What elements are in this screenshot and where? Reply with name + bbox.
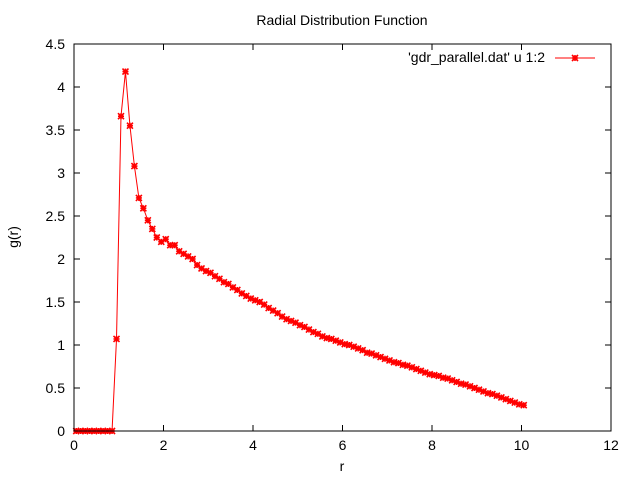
x-axis-label: r bbox=[340, 458, 345, 474]
data-point bbox=[189, 255, 197, 263]
data-point bbox=[171, 241, 179, 249]
data-point bbox=[135, 194, 143, 202]
data-point bbox=[144, 216, 152, 224]
y-tick-label: 0 bbox=[57, 423, 65, 439]
y-tick-label: 1 bbox=[57, 337, 65, 353]
data-point bbox=[121, 67, 130, 76]
data-point bbox=[148, 225, 156, 233]
x-tick-label: 0 bbox=[70, 437, 78, 453]
legend-marker bbox=[571, 54, 579, 62]
y-axis-label: g(r) bbox=[5, 226, 21, 248]
data-point bbox=[139, 204, 147, 212]
data-point bbox=[520, 401, 528, 409]
data-point bbox=[112, 335, 121, 343]
data-point bbox=[341, 340, 349, 348]
x-tick-label: 6 bbox=[339, 437, 347, 453]
y-tick-label: 4 bbox=[57, 79, 65, 95]
legend: 'gdr_parallel.dat' u 1:2 bbox=[408, 49, 595, 65]
x-tick-label: 2 bbox=[160, 437, 168, 453]
data-point bbox=[211, 272, 219, 280]
y-tick-label: 2 bbox=[57, 251, 65, 267]
data-point bbox=[430, 371, 438, 379]
x-tick-label: 10 bbox=[514, 437, 530, 453]
y-tick-label: 3 bbox=[57, 165, 65, 181]
chart-title: Radial Distribution Function bbox=[256, 12, 427, 28]
data-point bbox=[224, 280, 232, 288]
data-point bbox=[130, 162, 138, 170]
plot-frame bbox=[73, 43, 612, 432]
data-point bbox=[363, 349, 371, 357]
data-point bbox=[117, 112, 125, 120]
y-tick-label: 4.5 bbox=[46, 36, 66, 52]
y-tick-label: 3.5 bbox=[46, 122, 66, 138]
y-tick-label: 2.5 bbox=[46, 208, 66, 224]
x-tick-label: 4 bbox=[249, 437, 257, 453]
data-point bbox=[515, 400, 523, 408]
x-tick-label: 8 bbox=[428, 437, 436, 453]
y-tick-label: 1.5 bbox=[46, 294, 66, 310]
legend-marker-symbol bbox=[571, 54, 579, 62]
x-tick-label: 12 bbox=[603, 437, 619, 453]
legend-label: 'gdr_parallel.dat' u 1:2 bbox=[408, 49, 545, 65]
series-layer bbox=[72, 67, 528, 435]
tick-labels: 0 2 4 6 8 10 12 0 0.5 1 1.5 2 2.5 3 3.5 4 4.5 bbox=[46, 36, 619, 453]
data-point bbox=[126, 122, 134, 130]
series-markers bbox=[72, 67, 528, 435]
y-tick-label: 0.5 bbox=[46, 380, 66, 396]
data-point bbox=[162, 235, 170, 243]
